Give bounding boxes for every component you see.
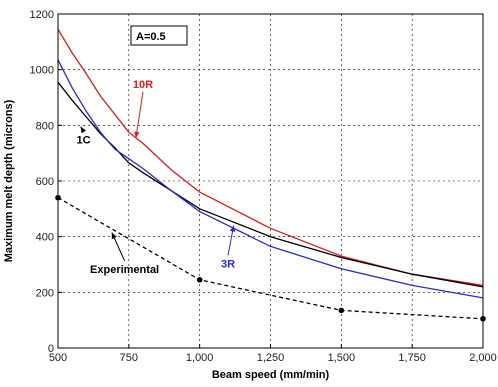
y-axis-title: Maximum melt depth (microns)	[3, 99, 15, 262]
x-tick-label: 1,750	[398, 352, 426, 364]
annotations: 10R 1C 3R Experimental	[76, 79, 236, 276]
annotation-arrowhead-3r	[229, 225, 236, 232]
y-tick-label: 1000	[30, 65, 54, 77]
annotation-label-3r: 3R	[221, 258, 235, 270]
x-tick-label: 1,500	[328, 352, 356, 364]
x-tick-label: 1,250	[257, 352, 285, 364]
y-tick-label: 600	[36, 176, 54, 188]
annotation-arrow-10r	[135, 91, 144, 138]
data-point-experimental	[196, 277, 203, 283]
annotation-arrowhead-experimental	[111, 232, 117, 240]
parameter-box: A=0.5	[130, 25, 188, 46]
annotation-label-1c: 1C	[76, 134, 90, 146]
series-line-1c	[57, 81, 484, 288]
annotation-arrowhead-1c	[80, 126, 87, 134]
annotation-arrowhead-10r	[134, 131, 140, 138]
axis-ticks: 500 750 1,000 1,250 1,500 1,750 2,000 0 200 400 60…	[30, 9, 497, 364]
x-tick-label: 500	[49, 352, 67, 364]
annotation-label-10r: 10R	[133, 79, 153, 91]
x-axis-title: Beam speed (mm/min)	[212, 369, 330, 381]
x-tick-label: 2,000	[469, 352, 497, 364]
grid-lines	[58, 14, 483, 348]
data-point-experimental	[338, 307, 345, 314]
y-tick-label: 400	[36, 232, 54, 244]
annotation-label-experimental: Experimental	[90, 264, 159, 276]
parameter-box-frame	[130, 25, 188, 46]
x-tick-label: 1,000	[186, 352, 214, 364]
y-tick-label: 0	[48, 343, 54, 355]
y-tick-label: 1200	[30, 9, 54, 21]
series-line-10r	[57, 28, 484, 287]
series-line-experimental	[57, 197, 484, 320]
y-tick-label: 200	[36, 287, 54, 299]
series-lines	[55, 28, 486, 322]
series-line-3r	[57, 59, 484, 299]
y-tick-label: 800	[36, 120, 54, 132]
parameter-box-label: A=0.5	[136, 31, 166, 43]
x-tick-label: 750	[120, 352, 138, 364]
